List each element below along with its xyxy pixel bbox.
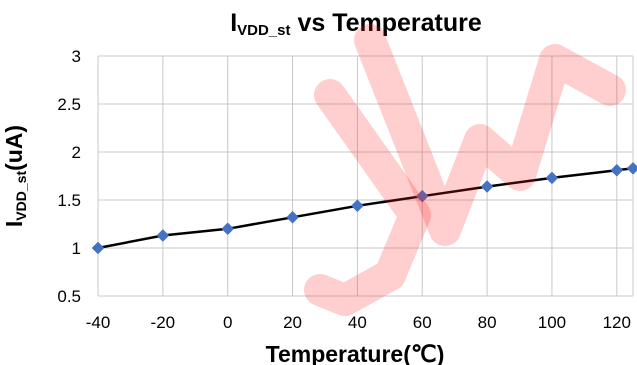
data-point-marker xyxy=(480,180,494,193)
y-axis-label: IVDD_st(uA) xyxy=(1,125,29,227)
y-tick-label: 1.5 xyxy=(57,191,81,210)
data-point-marker xyxy=(91,241,105,255)
x-tick-label: 100 xyxy=(538,313,566,332)
x-tick-label: 0 xyxy=(223,313,232,332)
y-tick-label: 3 xyxy=(72,47,81,66)
data-point-marker xyxy=(626,161,637,175)
data-point-marker xyxy=(610,163,624,177)
y-tick-label: 2 xyxy=(72,143,81,162)
y-tick-label: 1 xyxy=(72,239,81,258)
data-point-marker xyxy=(545,171,559,185)
data-point-marker xyxy=(351,199,364,213)
data-point-marker xyxy=(286,210,299,224)
y-tick-label: 2.5 xyxy=(57,95,81,114)
data-point-marker xyxy=(415,189,429,203)
x-tick-label: 120 xyxy=(603,313,631,332)
y-tick-label: 0.5 xyxy=(57,287,81,306)
data-series xyxy=(91,161,637,255)
x-tick-label: -20 xyxy=(151,313,176,332)
x-tick-label: 40 xyxy=(348,313,367,332)
series-line xyxy=(97,167,634,250)
x-tick-label: 60 xyxy=(413,313,432,332)
data-point-marker xyxy=(156,229,170,242)
x-tick-label: 20 xyxy=(283,313,302,332)
x-axis-label: Temperature(℃) xyxy=(266,341,445,365)
x-tick-labels: -40 -20 0 20 40 60 80 100 120 xyxy=(86,313,631,332)
x-tick-label: -40 xyxy=(86,313,111,332)
watermark-letter-w xyxy=(354,24,626,246)
watermark-letter-j xyxy=(304,79,431,316)
x-tick-label: 80 xyxy=(478,313,497,332)
y-tick-labels: 0.5 1 1.5 2 2.5 3 xyxy=(57,47,81,306)
chart-title: IVDD_st vs Temperature xyxy=(230,9,482,39)
data-point-marker xyxy=(221,222,235,236)
watermark xyxy=(304,24,626,316)
